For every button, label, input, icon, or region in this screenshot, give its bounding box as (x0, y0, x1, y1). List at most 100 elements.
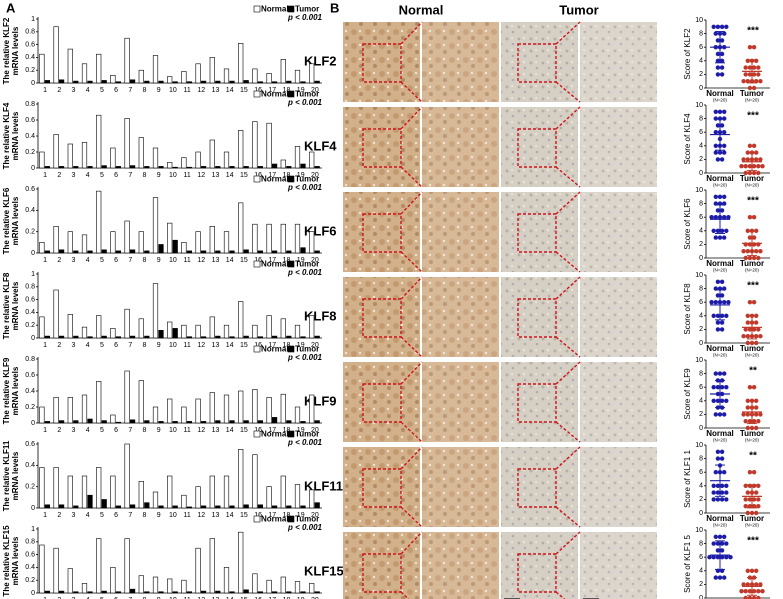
bar (144, 166, 150, 169)
dot (743, 65, 748, 70)
y-tick-label: 10 (695, 442, 703, 449)
y-tick-label: 0.2 (25, 322, 35, 329)
bar (115, 250, 121, 254)
x-tick-label: 13 (212, 427, 220, 434)
dot (713, 534, 718, 539)
bar (280, 59, 286, 84)
y-tick-label: 4 (699, 228, 703, 235)
dot (715, 555, 721, 560)
bar (309, 394, 315, 424)
zoom-box (362, 213, 402, 253)
y-tick-label: 6 (699, 214, 703, 221)
x-tick-label: 16 (254, 512, 262, 519)
bar (186, 591, 193, 594)
dot (751, 470, 757, 475)
bar (67, 231, 73, 254)
y-tick-label: 0.4 (25, 564, 35, 571)
x-tick-label: 17 (268, 257, 276, 264)
bar (53, 547, 59, 594)
dot (724, 490, 729, 495)
bar (294, 406, 301, 424)
y-tick-label: 0 (31, 335, 35, 342)
zoom-line (400, 106, 423, 130)
x-tick-label: 8 (143, 257, 147, 264)
x-tick-label: 16 (254, 87, 262, 94)
dot (751, 164, 757, 169)
x-tick-label: 2 (57, 87, 61, 94)
bar (138, 137, 144, 169)
dot (713, 215, 718, 220)
y-axis-label: Score of KLF8 (683, 283, 692, 335)
zoom-line (400, 361, 423, 385)
dot (743, 589, 748, 594)
dot (756, 65, 761, 70)
bar (167, 475, 173, 509)
bar (39, 316, 45, 339)
dot (756, 170, 761, 176)
bar (201, 590, 207, 594)
bar (144, 335, 150, 339)
zoom-box (362, 383, 402, 423)
x-tick-label: 3 (72, 87, 76, 94)
dot (747, 65, 753, 70)
dot (743, 327, 748, 332)
x-tick-label: 15 (240, 427, 248, 434)
bar (271, 335, 278, 339)
panel-label: B (330, 0, 339, 15)
y-tick-label: 1 (31, 16, 35, 23)
bar (96, 190, 102, 254)
dot (715, 51, 721, 57)
dot (760, 164, 765, 169)
bar (215, 505, 221, 509)
zoom-line (400, 191, 423, 215)
legend-swatch (287, 175, 295, 183)
bar (144, 80, 150, 84)
bar (115, 591, 121, 594)
bar (186, 506, 193, 509)
x-tick-label: 8 (143, 512, 147, 519)
bar (73, 591, 79, 594)
dot (751, 385, 757, 390)
x-tick-label: 3 (72, 512, 76, 519)
dot (747, 170, 753, 176)
dot (724, 228, 729, 233)
x-tick-label: 7 (128, 172, 132, 179)
bar (215, 590, 221, 594)
y-tick-label: 0.4 (25, 54, 35, 61)
column-header: Normal (399, 2, 444, 17)
bar (238, 43, 244, 84)
legend-swatch (253, 90, 261, 98)
dot (719, 320, 725, 325)
zoom-box (362, 43, 402, 83)
micrograph (422, 277, 499, 357)
bar (58, 335, 65, 339)
bar (87, 591, 93, 594)
x-tick-label: 14 (226, 597, 234, 599)
micrograph-shade (422, 22, 499, 102)
zoom-line (555, 21, 581, 45)
bar (309, 489, 315, 509)
x-tick-label: 15 (240, 342, 248, 349)
dot (724, 398, 729, 403)
x-tick-label: 3 (72, 257, 76, 264)
dot (745, 334, 750, 339)
x-tick-note: (N=20) (745, 98, 759, 103)
dot (756, 504, 761, 509)
x-tick-label: 6 (114, 342, 118, 349)
bar (300, 591, 306, 594)
dot (713, 130, 718, 135)
x-tick-note: (N=20) (745, 183, 759, 188)
x-tick-label: 8 (143, 342, 147, 349)
x-tick-label: 12 (197, 597, 205, 599)
dot (751, 255, 757, 261)
bar (144, 250, 150, 254)
bar (167, 162, 173, 169)
dot (724, 313, 729, 318)
bar (266, 122, 272, 169)
x-tick-label: 4 (86, 342, 90, 349)
bar (96, 467, 102, 509)
y-axis-label: The relative KLF8 (2, 272, 11, 339)
dot (754, 510, 759, 516)
y-tick-label: 0.4 (25, 388, 35, 395)
x-tick-label: 18 (283, 427, 291, 434)
